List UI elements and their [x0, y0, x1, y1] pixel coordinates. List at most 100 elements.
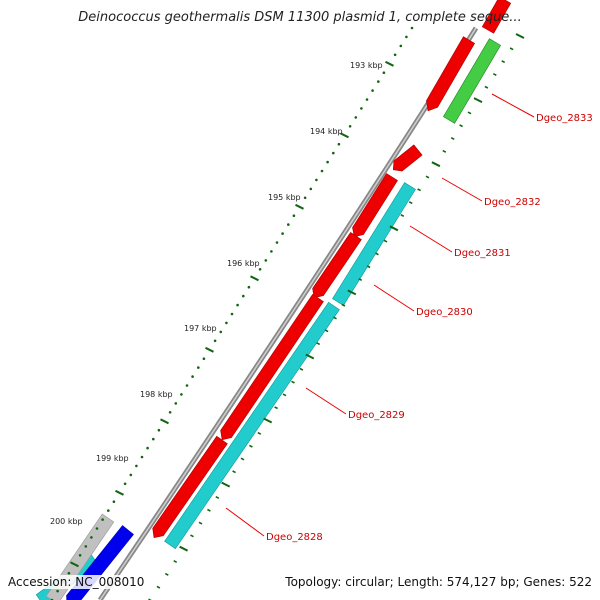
- gene-label[interactable]: Dgeo_2829: [348, 410, 405, 421]
- outer-scale-tick: [425, 175, 430, 179]
- scale-dot: [202, 357, 206, 361]
- outer-scale-tick: [240, 457, 245, 461]
- outer-scale-tick: [257, 431, 262, 435]
- scale-major-tick: [205, 346, 214, 353]
- scale-dot: [101, 518, 104, 521]
- scale-dot: [320, 169, 324, 173]
- summary-text: Topology: circular; Length: 574,127 bp; …: [285, 575, 592, 589]
- scale-major-tick: [160, 418, 169, 425]
- outer-scale-tick: [190, 534, 194, 538]
- outer-scale-tick: [509, 47, 514, 51]
- scale-dot: [107, 509, 110, 512]
- scale-major-tick: [295, 203, 304, 210]
- scale-dot: [309, 187, 313, 191]
- outer-scale-tick: [341, 303, 346, 307]
- gene-label[interactable]: Dgeo_2830: [416, 307, 473, 318]
- scale-dot: [135, 464, 138, 468]
- outer-scale-tick: [375, 252, 379, 256]
- forward-gene: [312, 231, 362, 299]
- outer-scale-tick: [263, 417, 273, 424]
- scale-dot: [180, 393, 183, 396]
- scale-dot: [219, 330, 223, 334]
- scale-dot: [326, 160, 329, 164]
- scale-dot: [405, 35, 408, 39]
- forward-gene: [152, 435, 228, 539]
- scale-dot: [225, 321, 228, 325]
- scale-dot: [315, 178, 318, 182]
- scale-dot: [332, 151, 335, 155]
- forward-gene: [392, 144, 423, 172]
- scale-dot: [90, 536, 93, 539]
- scale-dot: [382, 71, 386, 74]
- outer-scale-tick: [316, 342, 321, 346]
- gene-leader-line: [491, 93, 535, 118]
- outer-scale-tick: [492, 72, 497, 77]
- scale-dot: [354, 116, 358, 119]
- scale-dot: [56, 589, 59, 593]
- outer-scale-tick: [484, 85, 489, 89]
- scale-dot: [275, 241, 279, 244]
- gene-leader-line: [441, 177, 483, 202]
- outer-scale-tick: [417, 188, 421, 192]
- accession-text: Accession: NC_008010: [8, 575, 145, 589]
- scale-major-tick: [340, 132, 349, 139]
- scale-tick-label: 200 kbp: [50, 517, 83, 526]
- scale-dot: [123, 482, 127, 486]
- outer-scale-tick: [347, 289, 357, 296]
- outer-scale-tick: [173, 559, 178, 564]
- outer-scale-tick: [324, 329, 329, 333]
- outer-scale-tick: [333, 316, 337, 320]
- scale-dot: [236, 303, 239, 307]
- outer-scale-tick: [383, 239, 388, 243]
- scale-dot: [191, 375, 194, 378]
- outer-scale-tick: [389, 225, 399, 232]
- gene-label[interactable]: Dgeo_2831: [454, 248, 511, 259]
- scale-dot: [78, 554, 82, 557]
- scale-dot: [174, 402, 178, 405]
- scale-major-tick: [115, 489, 124, 496]
- scale-dot: [292, 214, 296, 217]
- outer-scale-tick: [221, 481, 231, 488]
- outer-scale-tick: [215, 495, 220, 500]
- outer-scale-tick: [291, 380, 295, 384]
- scale-dot: [399, 44, 403, 48]
- scale-dot: [393, 53, 397, 57]
- scale-dot: [185, 384, 189, 387]
- scale-tick-label: 198 kbp: [140, 390, 173, 399]
- reverse-gene: [164, 301, 340, 550]
- scale-tick-label: 195 kbp: [268, 193, 301, 202]
- outer-scale-tick: [305, 353, 315, 360]
- gene-label[interactable]: Dgeo_2828: [266, 532, 323, 543]
- scale-dot: [129, 473, 133, 477]
- scale-dot: [197, 366, 200, 369]
- scale-dot: [67, 571, 71, 575]
- outer-scale-tick: [442, 149, 447, 153]
- scale-dot: [377, 80, 380, 83]
- scale-major-tick: [385, 60, 394, 67]
- scale-dot: [371, 89, 374, 92]
- outer-scale-tick: [198, 521, 203, 525]
- scale-major-tick: [70, 561, 79, 568]
- gene-label[interactable]: Dgeo_2832: [484, 197, 541, 208]
- outer-scale-tick: [282, 393, 287, 397]
- gene-leader-line: [305, 387, 347, 415]
- scale-dot: [264, 259, 268, 262]
- scale-dot: [247, 285, 251, 289]
- scale-dot: [348, 125, 352, 128]
- outer-scale-tick: [450, 136, 455, 141]
- gene-label[interactable]: Dgeo_2833: [536, 113, 593, 124]
- forward-gene: [220, 293, 324, 441]
- scale-tick-label: 193 kbp: [350, 61, 383, 70]
- outer-scale-tick: [164, 572, 169, 576]
- page-title: Deinococcus geothermalis DSM 11300 plasm…: [78, 10, 522, 25]
- scale-dot: [157, 428, 161, 432]
- scale-tick-label: 196 kbp: [227, 259, 260, 268]
- scale-dot: [95, 527, 99, 530]
- forward-gene: [426, 36, 476, 112]
- scale-tick-label: 199 kbp: [96, 454, 129, 463]
- outer-scale-tick: [431, 161, 441, 168]
- outer-scale-tick: [179, 545, 189, 552]
- forward-gene: [352, 173, 398, 238]
- outer-scale-tick: [148, 598, 152, 600]
